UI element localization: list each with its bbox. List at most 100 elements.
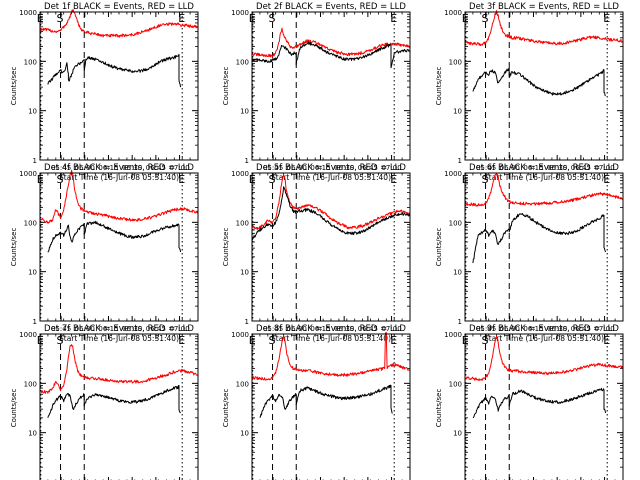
x-tick-label: 06:00 <box>75 164 95 172</box>
x-tick-label: 06:00 <box>500 164 520 172</box>
y-tick-label: 1000 <box>444 331 462 339</box>
x-tick-label: 06:15 <box>310 325 330 333</box>
marker-label: E <box>178 334 185 347</box>
events-series-line <box>47 53 182 88</box>
lld-series-line <box>39 169 199 224</box>
x-tick-label: 06:30 <box>122 164 142 172</box>
x-tick-label: 05:45 <box>476 164 496 172</box>
events-series-line <box>259 384 393 418</box>
y-axis-label: Counts/sec <box>222 67 230 106</box>
y-tick-label: 1000 <box>19 9 37 17</box>
x-axis-label: Start Time (16-Jun-08 05:31:40) <box>484 173 604 182</box>
y-tick-label: 1 <box>458 318 462 326</box>
marker-label: S <box>482 173 489 186</box>
chart-title: Det 8f BLACK = Events, RED = LLD <box>256 324 406 334</box>
marker-label: S <box>57 334 64 347</box>
marker-label: E <box>390 173 397 186</box>
marker-label: E <box>178 12 185 25</box>
y-tick-label: 100 <box>24 58 37 66</box>
events-series-line <box>251 186 411 241</box>
x-tick-label: 06:30 <box>547 325 567 333</box>
marker-label: E <box>390 334 397 347</box>
chart-panel-7: Det 7f BLACK = Events, RED = LLD Counts/s… <box>10 324 199 480</box>
x-tick-label: 05:45 <box>263 164 283 172</box>
chart-title: Det 6f BLACK = Events, RED = LLD <box>469 163 619 173</box>
x-tick-label: 06:00 <box>287 164 307 172</box>
lld-series-line <box>464 10 624 47</box>
y-tick-label: 1000 <box>231 331 249 339</box>
chart-title: Det 1f BLACK = Events, RED = LLD <box>44 2 194 12</box>
y-tick-label: 1000 <box>19 170 37 178</box>
x-tick-label: 07:00 <box>169 325 189 333</box>
plot-frame <box>464 333 624 480</box>
events-series-line <box>472 213 607 264</box>
x-tick-label: 05:45 <box>51 325 71 333</box>
y-tick-label: 10 <box>28 108 37 116</box>
y-tick-label: 1000 <box>231 170 249 178</box>
y-axis-label: Counts/sec <box>10 389 18 428</box>
x-tick-label: 06:45 <box>146 325 166 333</box>
x-tick-label: 07:00 <box>381 325 401 333</box>
x-tick-label: 07:00 <box>594 164 614 172</box>
lld-series-line <box>464 335 624 381</box>
y-tick-label: 1000 <box>444 170 462 178</box>
plot-frame <box>39 172 199 322</box>
x-tick-label: 05:45 <box>263 325 283 333</box>
marker-label: S <box>482 12 489 25</box>
y-tick-label: 10 <box>240 430 249 438</box>
y-tick-label: 10 <box>28 430 37 438</box>
plot-frame <box>39 333 199 480</box>
x-tick-label: 05:45 <box>51 164 71 172</box>
lld-series-line <box>39 344 199 394</box>
y-tick-label: 1000 <box>231 9 249 17</box>
chart-panel-5: Det 5f BLACK = Events, RED = LLD Counts/s… <box>222 163 411 343</box>
y-tick-label: 1 <box>245 318 249 326</box>
chart-title: Det 7f BLACK = Events, RED = LLD <box>44 324 194 334</box>
chart-title: Det 9f BLACK = Events, RED = LLD <box>469 324 619 334</box>
x-tick-label: 06:45 <box>358 164 378 172</box>
x-tick-label: 06:15 <box>98 164 118 172</box>
chart-title: Det 2f BLACK = Events, RED = LLD <box>256 2 406 12</box>
marker-label: E <box>603 334 610 347</box>
plot-frame <box>251 11 411 161</box>
marker-label: S <box>57 12 64 25</box>
y-tick-label: 10 <box>240 269 249 277</box>
lld-series-line <box>464 173 624 207</box>
plot-frame <box>464 172 624 322</box>
events-series-line <box>472 67 606 97</box>
y-tick-label: 100 <box>24 219 37 227</box>
lld-series-line <box>39 9 199 38</box>
x-axis-label: Start Time (16-Jun-08 05:31:40) <box>484 334 604 343</box>
y-tick-label: 10 <box>453 108 462 116</box>
chart-panel-8: Det 8f BLACK = Events, RED = LLD Counts/s… <box>222 324 411 480</box>
lld-series-line <box>251 332 411 381</box>
plot-frame <box>464 11 624 161</box>
marker-label: S <box>57 173 64 186</box>
x-tick-label: 07:00 <box>594 325 614 333</box>
chart-title: Det 5f BLACK = Events, RED = LLD <box>256 163 406 173</box>
marker-label: E <box>390 12 397 25</box>
x-tick-label: 06:30 <box>122 325 142 333</box>
x-tick-label: 06:15 <box>523 325 543 333</box>
x-tick-label: 07:00 <box>381 164 401 172</box>
y-axis-label: Counts/sec <box>435 228 443 267</box>
x-axis-label: Start Time (16-Jun-08 05:31:40) <box>59 334 179 343</box>
x-tick-label: 06:30 <box>334 325 354 333</box>
y-tick-label: 10 <box>28 269 37 277</box>
y-tick-label: 100 <box>449 219 462 227</box>
lld-series-line <box>251 27 411 58</box>
y-tick-label: 100 <box>449 58 462 66</box>
x-tick-label: 06:00 <box>500 325 520 333</box>
marker-label: S <box>269 12 276 25</box>
lld-series-line <box>251 174 411 231</box>
y-tick-label: 10 <box>453 430 462 438</box>
x-tick-label: 06:00 <box>75 325 95 333</box>
events-series-line <box>47 220 182 253</box>
events-series-line <box>251 41 411 69</box>
y-tick-label: 100 <box>236 380 249 388</box>
x-tick-label: 06:30 <box>334 164 354 172</box>
x-tick-label: 06:15 <box>98 325 118 333</box>
y-tick-label: 1000 <box>444 9 462 17</box>
x-tick-label: 05:45 <box>476 325 496 333</box>
